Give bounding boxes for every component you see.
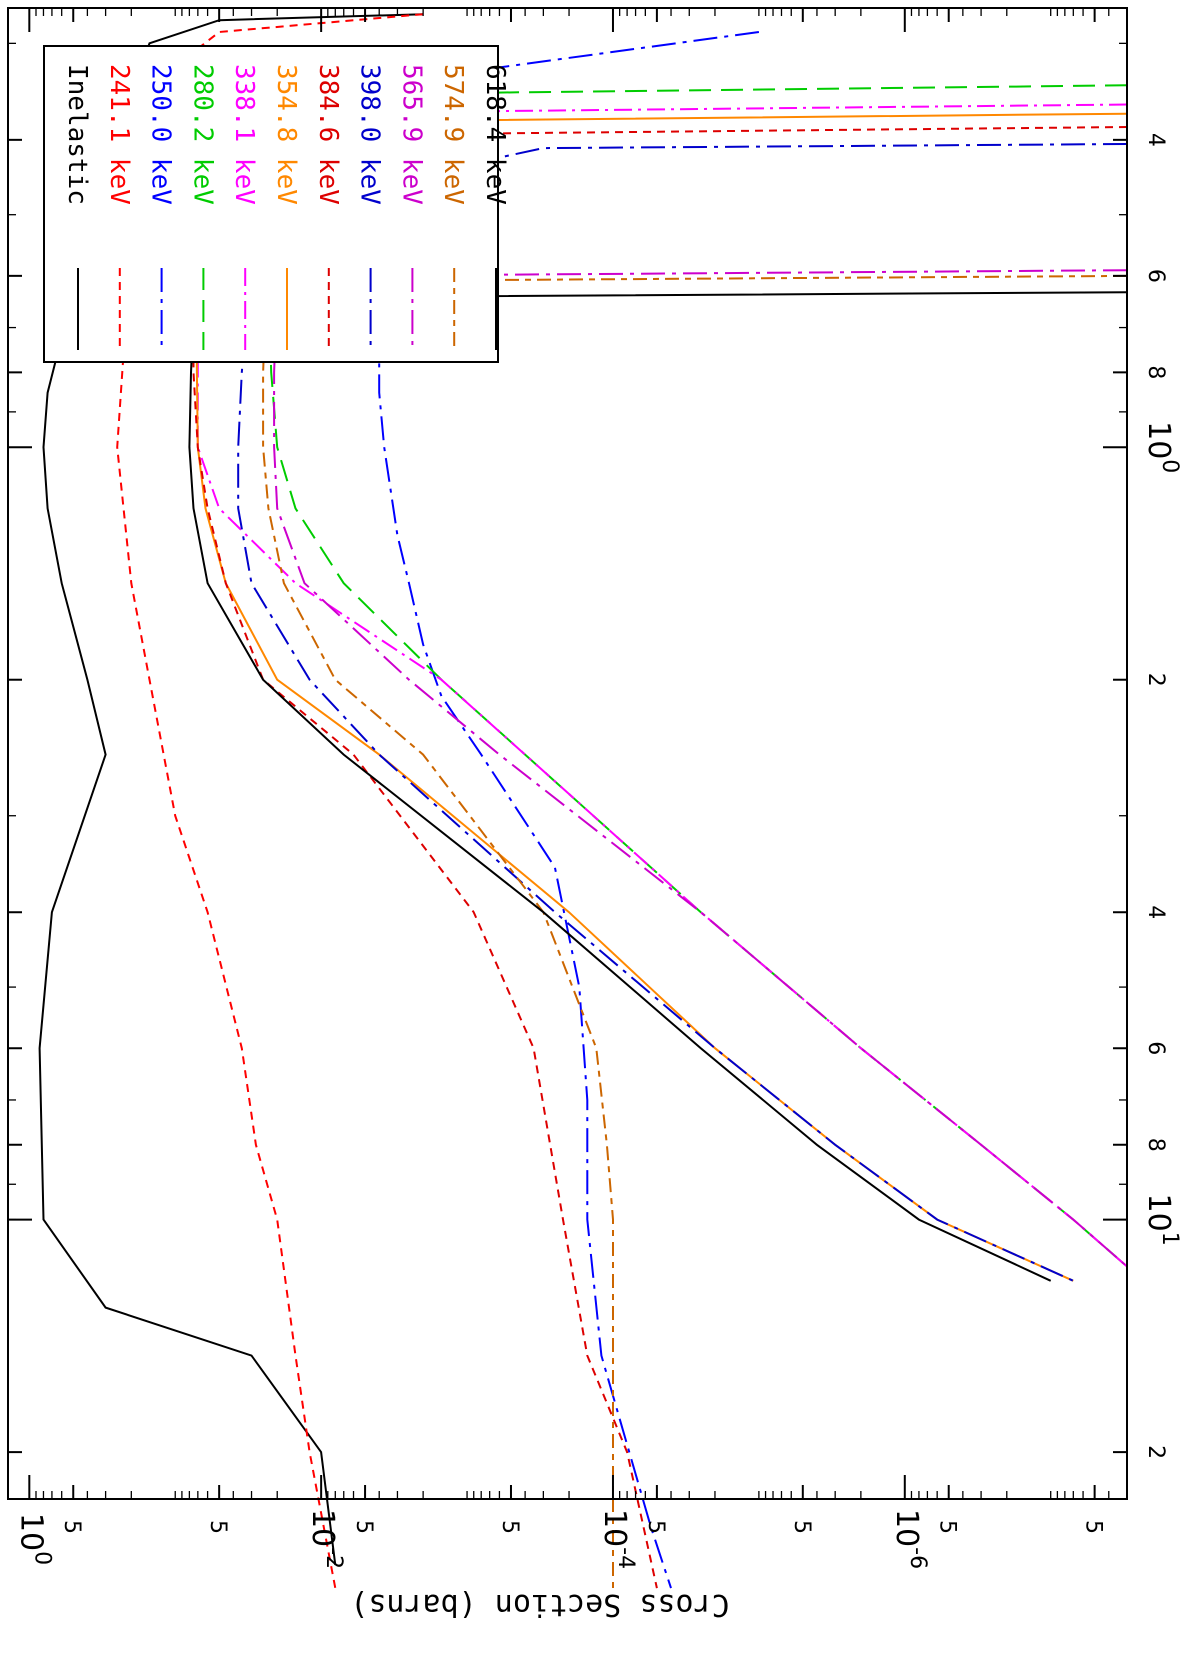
y-tick-label: 5 [643,1520,668,1534]
y-tick-label: 5 [351,1520,376,1534]
x-tick-label: 8 [1143,1138,1168,1152]
x-tick-label-text: 2 [1143,1445,1168,1459]
y-tick-label-text: 5 [789,1520,814,1534]
legend-label-1: 241.1 keV [104,64,134,205]
y-tick-label: 5 [59,1520,84,1534]
legend-label-8: 565.9 keV [396,64,426,205]
legend-label-3: 280.2 keV [187,64,217,205]
y-tick-label: 5 [205,1520,230,1534]
legend-label-2: 250.0 keV [146,64,176,205]
y-tick-label: 5 [789,1520,814,1534]
x-tick-label-text: 4 [1143,905,1168,919]
legend-label-9: 574.9 keV [438,64,468,205]
y-tick-label-text: 5 [1081,1520,1106,1534]
y-tick-label: 5 [497,1520,522,1534]
x-tick-label: 6 [1143,1041,1168,1055]
y-tick-label: 5 [1081,1520,1106,1534]
legend-label-6: 384.6 keV [313,64,343,205]
legend-label-0: Inelastic [62,64,92,205]
y-tick-label: 5 [935,1520,960,1534]
x-tick-label: 2 [1143,1445,1168,1459]
y-tick-label-text: 5 [643,1520,668,1534]
legend-label-7: 398.0 keV [355,64,385,205]
x-tick-label-text: 8 [1143,365,1168,379]
x-tick-label: 4 [1143,905,1168,919]
legend-label-10: 618.4 keV [480,64,510,205]
y-tick-label-text: 5 [205,1520,230,1534]
y-tick-label-text: 5 [497,1520,522,1534]
x-tick-label: 8 [1143,365,1168,379]
x-tick-label-text: 6 [1143,269,1168,283]
y-tick-label-text: 5 [59,1520,84,1534]
y-tick-label-text: 5 [351,1520,376,1534]
y-axis-label: Cross Section (barns) [350,1587,729,1622]
x-tick-label-text: 8 [1143,1138,1168,1152]
y-tick-label-text: 5 [935,1520,960,1534]
x-tick-label: 6 [1143,269,1168,283]
legend: Inelastic 241.1 keV 250.0 keV 280.2 keV 338.… [44,46,510,362]
x-tick-label-text: 2 [1143,673,1168,687]
x-tick-label-text: 4 [1143,133,1168,147]
legend-label-4: 338.1 keV [229,64,259,205]
legend-label-5: 354.8 keV [271,64,301,205]
x-tick-label: 4 [1143,133,1168,147]
x-tick-label-text: 6 [1143,1041,1168,1055]
x-tick-label: 2 [1143,673,1168,687]
